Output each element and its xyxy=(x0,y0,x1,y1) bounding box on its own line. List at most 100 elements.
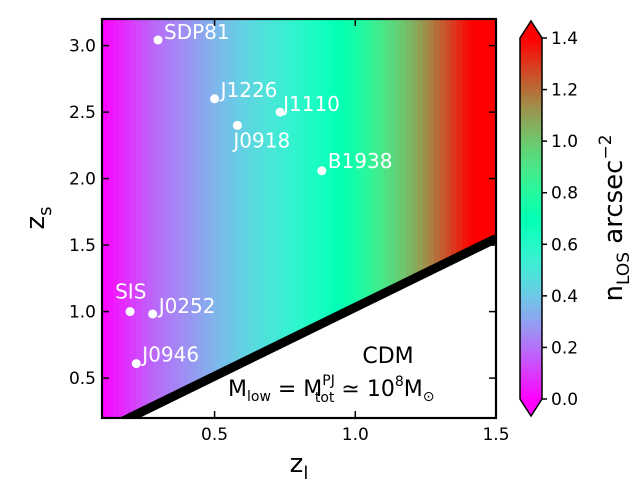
lens-point xyxy=(210,94,220,104)
colorbar-segment xyxy=(520,84,542,90)
colorbar-segment xyxy=(520,88,542,93)
colorbar-segment xyxy=(520,92,542,97)
x-tick-label: 1.5 xyxy=(482,425,509,445)
colorbar-segment xyxy=(520,117,542,122)
colorbar-segment xyxy=(520,348,542,353)
heatmap-column xyxy=(445,19,452,418)
colorbar-segment xyxy=(520,225,542,230)
colorbar-segment xyxy=(520,301,542,306)
colorbar-segment xyxy=(520,247,542,252)
colorbar-segment xyxy=(520,366,542,371)
colorbar-segment xyxy=(520,232,542,238)
heatmap-column xyxy=(130,19,137,418)
colorbar-tick-label: 0.4 xyxy=(551,287,578,307)
colorbar-segment xyxy=(520,66,542,72)
heatmap-column xyxy=(332,19,339,418)
heatmap-column xyxy=(141,19,148,418)
heatmap-column xyxy=(310,19,317,418)
y-tick-label: 1.5 xyxy=(69,236,96,256)
x-axis-label: zl xyxy=(290,449,309,480)
lens-label: J0946 xyxy=(140,343,199,367)
colorbar-segment xyxy=(520,279,542,285)
heatmap-column xyxy=(158,19,165,418)
annotation-model: CDM xyxy=(362,344,413,369)
lens-label: J1226 xyxy=(219,78,278,102)
colorbar-segment xyxy=(520,380,542,386)
lens-point xyxy=(148,309,158,319)
lens-label: SIS xyxy=(115,280,146,304)
heatmap-column xyxy=(434,19,441,418)
colorbar-segment xyxy=(520,261,542,267)
colorbar-segment xyxy=(520,196,542,202)
lens-point xyxy=(317,166,327,176)
colorbar-segment xyxy=(520,74,542,79)
colorbar-segment xyxy=(520,99,542,104)
colorbar-segment xyxy=(520,149,542,155)
colorbar-segment xyxy=(520,323,542,328)
heatmap-column xyxy=(304,19,311,418)
heatmap-column xyxy=(214,19,221,418)
lens-label: B1938 xyxy=(328,149,393,173)
heatmap-column xyxy=(394,19,401,418)
colorbar-segment xyxy=(520,315,542,321)
colorbar-segment xyxy=(520,250,542,256)
lens-point xyxy=(232,120,242,130)
colorbar-segment xyxy=(520,38,542,43)
colorbar-extend-bottom xyxy=(520,399,542,416)
heatmap-column xyxy=(203,19,210,418)
heatmap-column xyxy=(422,19,430,418)
lens-label: J0918 xyxy=(231,128,290,152)
colorbar-segment xyxy=(520,63,542,68)
colorbar-tick-label: 1.2 xyxy=(551,81,578,101)
colorbar-segment xyxy=(520,193,542,198)
colorbar-segment xyxy=(520,370,542,375)
heatmap-column xyxy=(462,19,469,418)
heatmap-column xyxy=(366,19,373,418)
heatmap-column xyxy=(400,19,407,418)
heatmap-column xyxy=(490,19,496,418)
colorbar-segment xyxy=(520,265,542,270)
heatmap-column xyxy=(405,19,413,418)
heatmap-column xyxy=(411,19,418,418)
colorbar-segment xyxy=(520,178,542,183)
colorbar-segment xyxy=(520,175,542,180)
y-tick-label: 3.0 xyxy=(69,37,96,57)
colorbar-segment xyxy=(520,337,542,342)
colorbar-segment xyxy=(520,41,542,46)
heatmap-column xyxy=(377,19,385,418)
heatmap-column xyxy=(186,19,193,418)
colorbar-segment xyxy=(520,160,542,165)
heatmap-column xyxy=(282,19,289,418)
colorbar-segment xyxy=(520,297,542,303)
heatmap-column xyxy=(242,19,249,418)
heatmap-column xyxy=(259,19,266,418)
colorbar-segment xyxy=(520,182,542,187)
colorbar-segment xyxy=(520,290,542,295)
colorbar-segment xyxy=(520,77,542,82)
lens-point xyxy=(131,359,141,369)
heatmap-column xyxy=(147,19,154,418)
colorbar-segment xyxy=(520,377,542,382)
colorbar-tick-label: 1.4 xyxy=(551,29,578,49)
heatmap-column xyxy=(456,19,463,418)
annotation-mass: Mlow = MPJ tot ≃ 108M⊙ xyxy=(228,373,434,406)
heatmap-column xyxy=(428,19,435,418)
colorbar-segment xyxy=(520,167,542,173)
colorbar-segment xyxy=(520,48,542,54)
heatmap-column xyxy=(163,19,171,418)
heatmap-column xyxy=(473,19,480,418)
colorbar-tick-label: 0.8 xyxy=(551,184,578,204)
colorbar-segment xyxy=(520,135,542,140)
heatmap-column xyxy=(293,19,300,418)
colorbar-segment xyxy=(520,131,542,137)
colorbar-segment xyxy=(520,355,542,360)
colorbar-segment xyxy=(520,70,542,75)
colorbar-segment xyxy=(520,128,542,133)
heatmap-column xyxy=(360,19,368,418)
lens-point xyxy=(125,307,135,317)
heatmap-column xyxy=(113,19,120,418)
colorbar-segment xyxy=(520,308,542,313)
heatmap-column xyxy=(383,19,390,418)
colorbar-tick-label: 0.6 xyxy=(551,235,578,255)
heatmap-column xyxy=(197,19,204,418)
